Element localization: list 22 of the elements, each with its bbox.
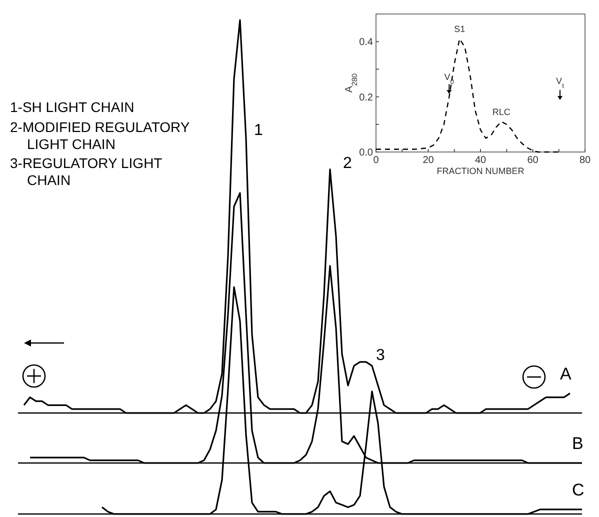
x-tick-label: 40 — [474, 155, 486, 166]
annotation: V$_{0}$ — [444, 72, 454, 86]
x-tick-label: 20 — [422, 155, 434, 166]
annotation: 2-MODIFIED REGULATORY LIGHT CHAIN — [10, 119, 190, 152]
x-tick-label: 0 — [373, 155, 380, 166]
series-label: C — [572, 480, 584, 500]
y-tick-label: 0.2 — [359, 92, 374, 104]
y-tick-label: 0.0 — [359, 148, 374, 158]
annotation: 1-SH LIGHT CHAIN — [10, 99, 134, 115]
annotation: S1 — [454, 24, 466, 34]
annotation: 3 — [376, 347, 385, 364]
annotation: 1 — [254, 122, 263, 139]
annotation: 3-REGULATORY LIGHT CHAIN — [10, 155, 163, 188]
legend-label: A — [560, 364, 572, 384]
annotation: RLC — [492, 106, 511, 117]
annotation: 2 — [343, 155, 352, 172]
x-tick-label: 60 — [527, 155, 539, 166]
x-axis-title: FRACTION NUMBER — [436, 166, 525, 176]
series-label: B — [572, 434, 584, 453]
x-tick-label: 80 — [579, 155, 591, 166]
annotation: V$_{t}$ — [556, 76, 564, 90]
y-tick-label: 0.4 — [359, 37, 374, 48]
